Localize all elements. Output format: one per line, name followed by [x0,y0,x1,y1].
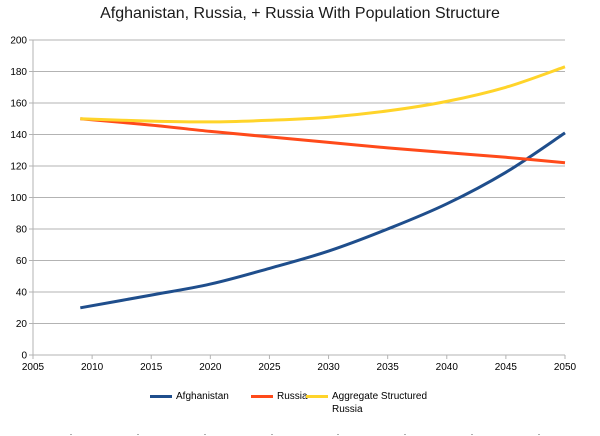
gridlines [33,39,565,324]
y-tick-label-0: 0 [21,351,27,362]
series-line-afghanistan [80,131,566,310]
x-tick-label-2025: 2025 [258,362,281,373]
y-tick-label-60: 60 [16,256,28,267]
legend: Afghanistan Russia Aggregate Structured … [150,390,450,430]
y-tick-label-80: 80 [16,225,28,236]
legend-label-afghanistan: Afghanistan [176,391,229,402]
axes [29,39,566,359]
legend-swatch-aggregate [306,395,328,398]
x-tick-label-2050: 2050 [554,362,577,373]
x-tick-label-2030: 2030 [317,362,340,373]
y-tick-label-200: 200 [10,36,27,47]
chart-title: Afghanistan, Russia, + Russia With Popul… [100,5,500,22]
x-tick-label-2015: 2015 [140,362,163,373]
legend-swatch-afghanistan [150,395,172,398]
series-line-russia [80,117,566,165]
footer-dots [70,434,540,436]
legend-item-aggregate: Aggregate Structured Russia [306,390,437,416]
x-tick-label-2010: 2010 [81,362,104,373]
series-lines [80,65,566,310]
legend-item-afghanistan: Afghanistan [150,390,229,403]
legend-label-russia: Russia [277,391,308,402]
y-tick-label-140: 140 [10,130,27,141]
y-tick-label-180: 180 [10,67,27,78]
y-tick-label-120: 120 [10,162,27,173]
y-tick-label-160: 160 [10,99,27,110]
legend-label-aggregate: Aggregate Structured Russia [332,391,428,415]
series-line-aggregate-structured-russia [80,65,566,124]
legend-item-russia: Russia [251,390,308,403]
y-tick-label-40: 40 [16,288,28,299]
x-tick-label-2020: 2020 [199,362,222,373]
x-tick-label-2045: 2045 [495,362,518,373]
x-tick-label-2005: 2005 [22,362,45,373]
x-tick-label-2040: 2040 [436,362,459,373]
x-tick-label-2035: 2035 [377,362,400,373]
y-tick-label-20: 20 [16,319,28,330]
y-tick-label-100: 100 [10,193,27,204]
legend-swatch-russia [251,395,273,398]
